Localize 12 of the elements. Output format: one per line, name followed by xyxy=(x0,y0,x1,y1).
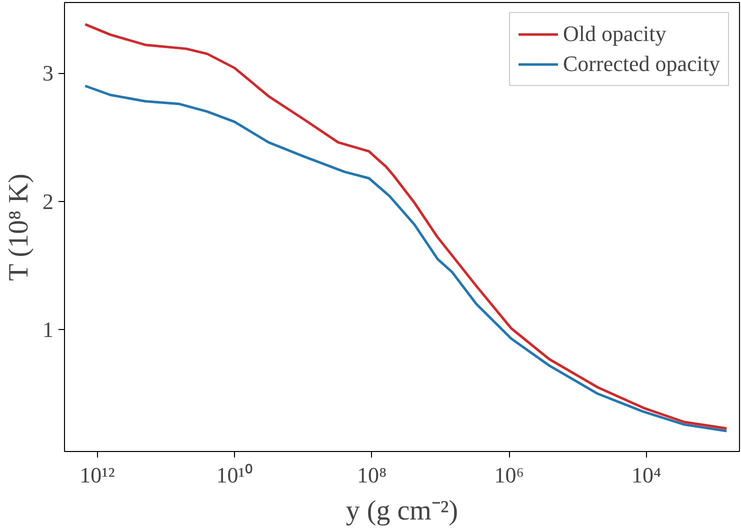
y-tick-label: 2 xyxy=(42,188,54,214)
x-tick-label: 10⁴ xyxy=(632,462,662,488)
y-tick-label: 1 xyxy=(42,317,54,342)
x-tick-label: 10¹² xyxy=(80,462,116,488)
x-axis-title: y (g cm⁻²) xyxy=(346,496,458,526)
legend-label: Old opacity xyxy=(563,21,666,47)
x-tick-label: 10¹⁰ xyxy=(216,462,253,488)
x-tick-label: 10⁸ xyxy=(356,462,387,488)
legend-label: Corrected opacity xyxy=(563,51,720,77)
y-axis-title: T (10⁸ K) xyxy=(4,174,34,281)
y-tick-label: 3 xyxy=(42,60,54,86)
x-tick-label: 10⁶ xyxy=(494,462,524,488)
